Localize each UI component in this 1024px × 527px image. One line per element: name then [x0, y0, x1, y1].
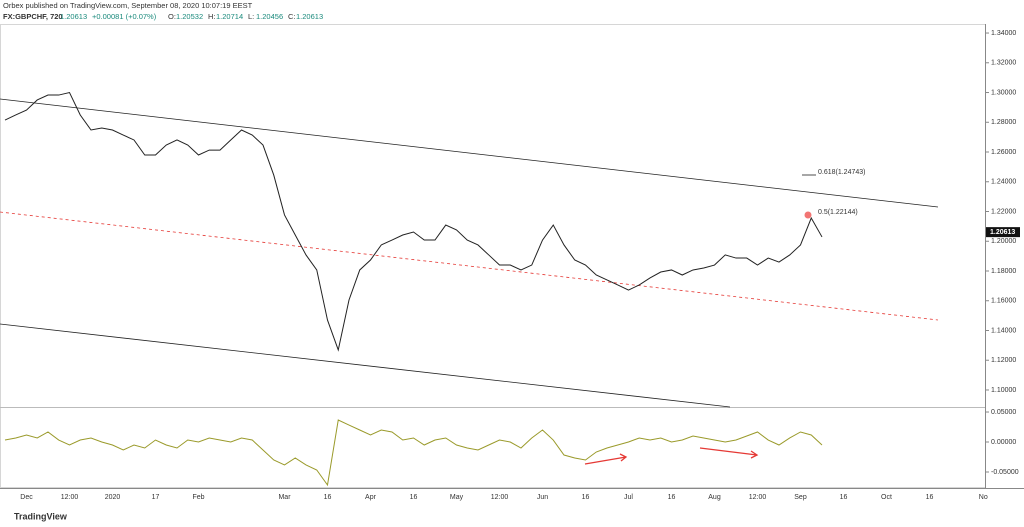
x-tick-label: 17 [152, 494, 160, 501]
y-tick-label: 1.14000 [991, 327, 1016, 334]
arrow [699, 447, 759, 459]
price-line [4, 91, 823, 352]
x-tick-label: 16 [668, 494, 676, 501]
y-tick-label: 1.28000 [991, 119, 1016, 126]
fib-point [804, 211, 812, 219]
y-tick-label: 1.22000 [991, 208, 1016, 215]
y-tick-label: 1.18000 [991, 268, 1016, 275]
x-tick-label: 12:00 [61, 494, 79, 501]
x-tick-label: 16 [324, 494, 332, 501]
symbol-line: FX:GBPCHF, 720 1.20613 +0.00081 (+0.07%) [3, 12, 157, 21]
last-price-box [986, 227, 1020, 238]
frame [0, 24, 986, 488]
x-tick-label: Sep [794, 494, 807, 501]
logo: TradingView [14, 511, 68, 521]
fib-label: 0.618(1.24743) [818, 169, 865, 176]
x-tick-label: Jul [624, 494, 633, 501]
y-tick-label: 1.24000 [991, 179, 1016, 186]
ohlc-label: O: [168, 12, 176, 21]
ohlc-label: H: [208, 12, 216, 21]
y-tick-label: 1.20000 [991, 238, 1016, 245]
ohlc-value: 1.20714 [216, 12, 243, 21]
y-tick-label: 1.26000 [991, 149, 1016, 156]
change: +0.00081 (+0.07%) [92, 12, 157, 21]
y-tick-label: 1.10000 [991, 387, 1016, 394]
x-tick-label: 16 [582, 494, 590, 501]
fib-label: 0.5(1.22144) [818, 209, 858, 216]
x-tick-label: No [979, 494, 988, 501]
y-tick-label: 1.16000 [991, 298, 1016, 305]
ohlc-value: 1.20532 [176, 12, 203, 21]
x-tick-label: 2020 [105, 494, 121, 501]
channel-upper [0, 98, 939, 208]
x-tick-label: Jun [537, 494, 548, 501]
x-tick-label: 16 [840, 494, 848, 501]
x-tick-label: Dec [20, 494, 33, 501]
y-tick-label: 1.12000 [991, 357, 1016, 364]
ohlc-label: C: [288, 12, 296, 21]
x-tick-label: 16 [410, 494, 418, 501]
arrows [584, 447, 759, 465]
x-tick-label: 16 [926, 494, 934, 501]
x-tick-label: 12:00 [491, 494, 509, 501]
x-tick-label: Feb [192, 494, 204, 501]
x-tick-label: 12:00 [749, 494, 767, 501]
publisher: Orbex published on TradingView.com, Sept… [3, 1, 253, 10]
last-price-label: 1.20613 [990, 229, 1015, 236]
y-tick-label: 1.30000 [991, 89, 1016, 96]
x-tick-label: May [450, 494, 464, 501]
ohlc-label: L: [248, 12, 254, 21]
x-tick-label: Oct [881, 494, 892, 501]
x-tick-label: Apr [365, 494, 377, 501]
y-tick-label: -0.05000 [991, 469, 1019, 476]
y-tick-label: 1.32000 [991, 60, 1016, 67]
x-tick-label: Aug [708, 494, 721, 501]
price-line [4, 419, 823, 487]
ohlc-value: 1.20613 [296, 12, 323, 21]
channel-mid [0, 211, 939, 321]
x-tick-label: Mar [278, 494, 291, 501]
channel-lower [0, 323, 731, 408]
y-tick-label: 1.34000 [991, 30, 1016, 37]
ohlc-value: 1.20456 [256, 12, 283, 21]
symbol: FX:GBPCHF, 720 [3, 12, 63, 21]
arrow [584, 453, 628, 465]
y-tick-label: 0.05000 [991, 409, 1016, 416]
last-price: 1.20613 [60, 12, 87, 21]
y-tick-label: 0.00000 [991, 439, 1016, 446]
